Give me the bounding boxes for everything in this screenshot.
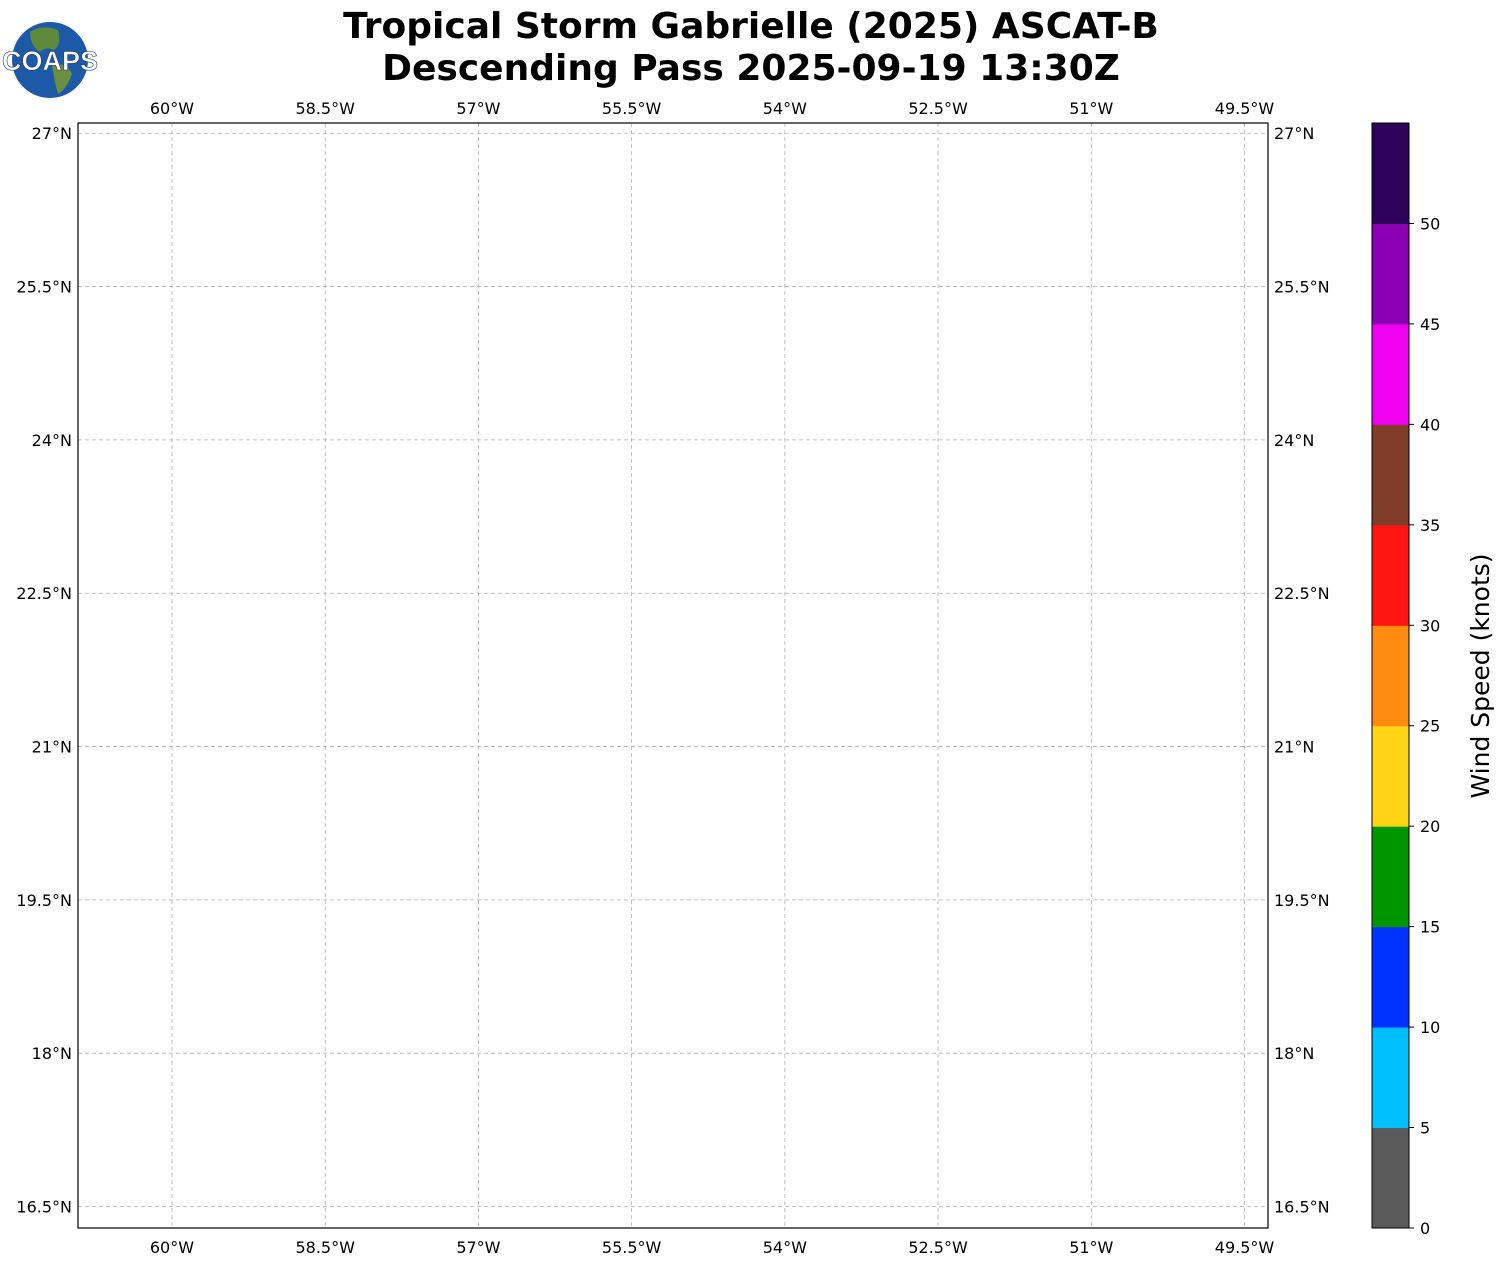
colorbar: 0 5 10 15 20 25 30 35 40 45 50 Wind Speed (knots): [1371, 122, 1495, 1238]
chart-title: Tropical Storm Gabrielle (2025) ASCAT-B …: [0, 6, 1502, 90]
x-tick-label-top: 57°W: [456, 99, 500, 118]
colorbar-segment: [1372, 1127, 1409, 1229]
plot-frame: [77, 122, 1269, 1229]
y-tick-label-left: 18°N: [32, 1044, 72, 1063]
colorbar-tick-label: 50: [1420, 214, 1440, 233]
colorbar-segment: [1372, 725, 1409, 827]
gridlines: [78, 123, 1268, 1228]
y-tick-label-left: 25.5°N: [16, 278, 72, 297]
colorbar-segment: [1372, 424, 1409, 526]
x-tick-label-bottom: 54°W: [763, 1238, 807, 1257]
x-tick-label-bottom: 49.5°W: [1215, 1238, 1275, 1257]
x-tick-label-top: 51°W: [1069, 99, 1113, 118]
title-line-2: Descending Pass 2025-09-19 13:30Z: [382, 48, 1120, 89]
x-tick-label-top: 54°W: [763, 99, 807, 118]
x-tick-label-top: 49.5°W: [1215, 99, 1275, 118]
x-tick-label-top: 52.5°W: [908, 99, 968, 118]
y-tick-label-left: 21°N: [32, 738, 72, 757]
colorbar-tick-label: 35: [1420, 516, 1440, 535]
colorbar-tick-label: 25: [1420, 717, 1440, 736]
y-tick-label-right: 22.5°N: [1274, 584, 1330, 603]
colorbar-segment: [1372, 524, 1409, 626]
x-tick-label-bottom: 57°W: [456, 1238, 500, 1257]
title-line-1: Tropical Storm Gabrielle (2025) ASCAT-B: [343, 6, 1159, 47]
x-tick-label-top: 55.5°W: [602, 99, 662, 118]
x-tick-label-bottom: 55.5°W: [602, 1238, 662, 1257]
x-tick-label-top: 60°W: [150, 99, 194, 118]
colorbar-tick-label: 40: [1420, 415, 1440, 434]
y-tick-label-right: 24°N: [1274, 431, 1314, 450]
colorbar-tick-label: 45: [1420, 315, 1440, 334]
colorbar-segment: [1372, 223, 1409, 325]
colorbar-tick-label: 5: [1420, 1119, 1430, 1138]
colorbar-tick-label: 20: [1420, 817, 1440, 836]
y-tick-label-right: 21°N: [1274, 738, 1314, 757]
logo-text: COAPS: [2, 46, 98, 76]
colorbar-frame: [1371, 122, 1410, 1229]
y-tick-label-left: 24°N: [32, 431, 72, 450]
x-tick-label-bottom: 52.5°W: [908, 1238, 968, 1257]
axis-ticks: 60°W 60°W 58.5°W 58.5°W 57°W 57°W 55.5°W 55.5°W…: [16, 99, 1329, 1257]
colorbar-tick-label: 0: [1420, 1219, 1430, 1238]
y-tick-label-right: 16.5°N: [1274, 1198, 1330, 1217]
colorbar-tick-label: 30: [1420, 616, 1440, 635]
y-tick-label-left: 16.5°N: [16, 1198, 72, 1217]
x-tick-label-bottom: 60°W: [150, 1238, 194, 1257]
colorbar-segment: [1372, 123, 1409, 224]
colorbar-label: Wind Speed (knots): [1466, 553, 1495, 798]
colorbar-segment: [1372, 826, 1409, 928]
coaps-logo: COAPS: [2, 22, 98, 98]
y-tick-label-left: 22.5°N: [16, 584, 72, 603]
x-tick-label-bottom: 51°W: [1069, 1238, 1113, 1257]
x-tick-label-top: 58.5°W: [295, 99, 355, 118]
colorbar-segment: [1372, 926, 1409, 1028]
colorbar-tick-label: 15: [1420, 918, 1440, 937]
x-tick-label-bottom: 58.5°W: [295, 1238, 355, 1257]
colorbar-tick-label: 10: [1420, 1018, 1440, 1037]
y-tick-label-right: 19.5°N: [1274, 891, 1330, 910]
y-tick-label-right: 18°N: [1274, 1044, 1314, 1063]
y-tick-label-right: 25.5°N: [1274, 278, 1330, 297]
colorbar-segment: [1372, 1027, 1409, 1129]
colorbar-segment: [1372, 625, 1409, 727]
y-tick-label-left: 27°N: [32, 124, 72, 143]
y-tick-label-left: 19.5°N: [16, 891, 72, 910]
colorbar-segment: [1372, 323, 1409, 425]
y-tick-label-right: 27°N: [1274, 124, 1314, 143]
